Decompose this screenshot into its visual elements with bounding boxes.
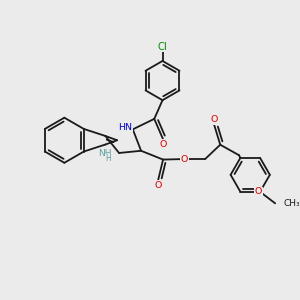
Text: O: O bbox=[159, 140, 167, 149]
Text: O: O bbox=[255, 187, 262, 196]
Text: NH: NH bbox=[99, 149, 112, 158]
Text: HN: HN bbox=[118, 124, 132, 133]
Text: O: O bbox=[211, 116, 218, 124]
Text: O: O bbox=[181, 154, 188, 164]
Text: O: O bbox=[154, 181, 162, 190]
Text: H: H bbox=[106, 154, 112, 163]
Text: Cl: Cl bbox=[158, 42, 167, 52]
Text: CH₃: CH₃ bbox=[284, 199, 300, 208]
